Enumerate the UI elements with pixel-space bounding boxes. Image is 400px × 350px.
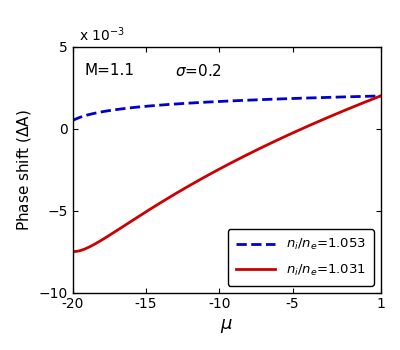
Text: M=1.1: M=1.1 — [84, 63, 134, 78]
$n_i$/$n_e$=1.031 — [378, 94, 383, 98]
$n_i$/$n_e$=1.031 — [206, 173, 211, 177]
Legend: $n_i$/$n_e$=1.053, $n_i$/$n_e$=1.031: $n_i$/$n_e$=1.053, $n_i$/$n_e$=1.031 — [228, 229, 374, 286]
Line: $n_i$/$n_e$=1.031: $n_i$/$n_e$=1.031 — [73, 96, 380, 252]
$n_i$/$n_e$=1.053 — [282, 97, 286, 101]
$n_i$/$n_e$=1.031 — [70, 250, 75, 254]
Text: x 10$^{-3}$: x 10$^{-3}$ — [79, 26, 125, 44]
$n_i$/$n_e$=1.053 — [310, 96, 315, 100]
$n_i$/$n_e$=1.031 — [195, 179, 200, 183]
Line: $n_i$/$n_e$=1.053: $n_i$/$n_e$=1.053 — [73, 96, 380, 120]
Y-axis label: Phase shift ($\Delta$A): Phase shift ($\Delta$A) — [15, 109, 33, 231]
$n_i$/$n_e$=1.031 — [282, 135, 286, 139]
X-axis label: $\mu$: $\mu$ — [220, 317, 233, 335]
$n_i$/$n_e$=1.031 — [102, 237, 106, 241]
$n_i$/$n_e$=1.031 — [316, 119, 321, 124]
$n_i$/$n_e$=1.053 — [378, 94, 383, 98]
$n_i$/$n_e$=1.053 — [316, 96, 321, 100]
$n_i$/$n_e$=1.053 — [70, 118, 75, 122]
$n_i$/$n_e$=1.053 — [206, 100, 211, 104]
$n_i$/$n_e$=1.031 — [310, 122, 315, 126]
$n_i$/$n_e$=1.053 — [195, 100, 200, 105]
Text: $\sigma$=0.2: $\sigma$=0.2 — [175, 63, 222, 79]
$n_i$/$n_e$=1.053 — [102, 109, 106, 113]
